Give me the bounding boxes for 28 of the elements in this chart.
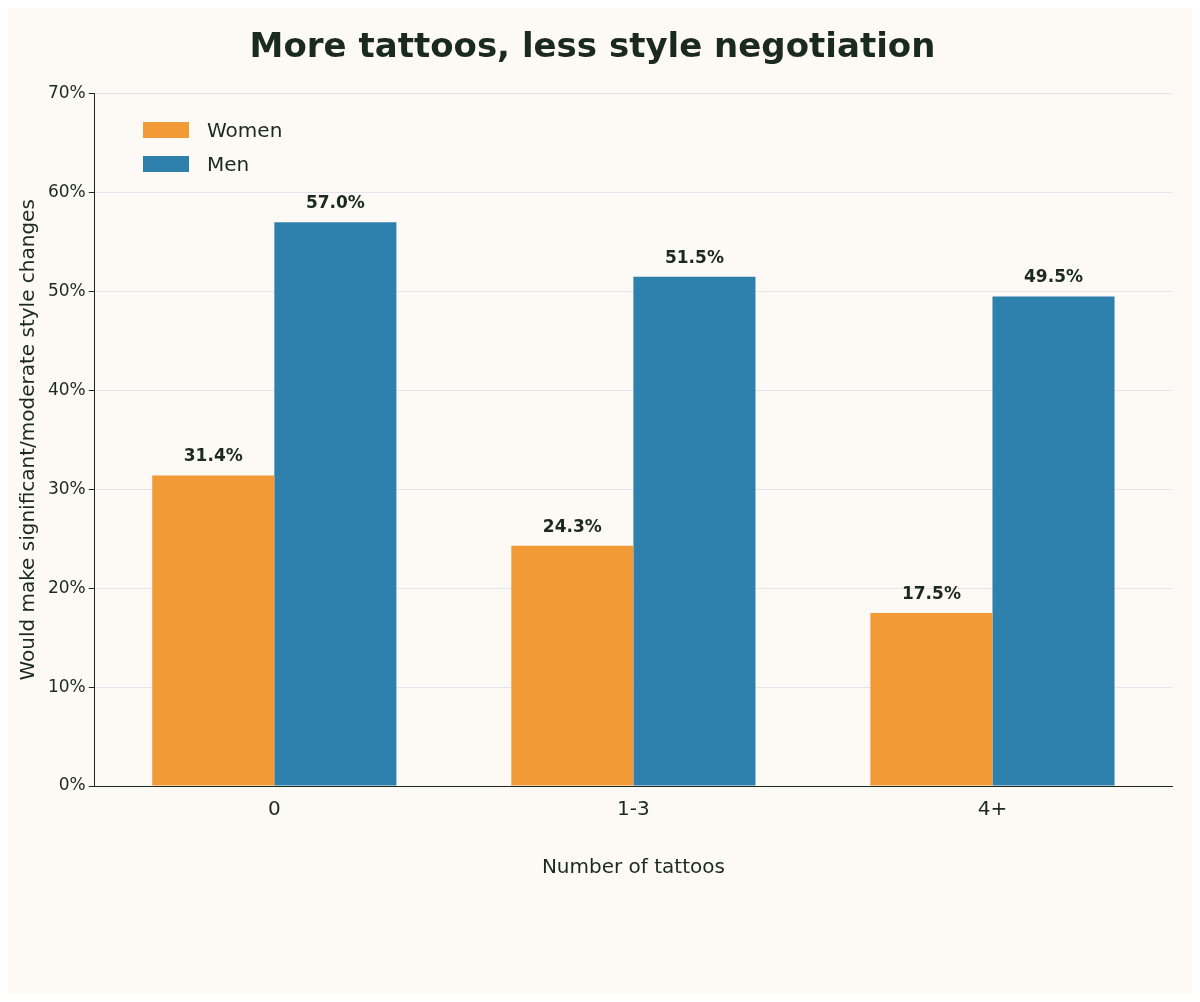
data-label: 31.4% (183, 445, 243, 466)
y-tick-label: 40% (47, 378, 86, 399)
legend-label: Women (207, 118, 283, 142)
bar (633, 276, 756, 786)
y-tick-label: 0% (58, 774, 86, 795)
y-tick-label: 70% (47, 82, 86, 103)
chart-title: More tattoos, less style negotiation (249, 25, 936, 66)
y-tick-label: 30% (47, 477, 86, 498)
y-tick-label: 50% (47, 279, 86, 300)
legend-label: Men (207, 152, 250, 176)
data-label: 49.5% (1024, 266, 1083, 287)
y-tick-label: 20% (47, 576, 86, 597)
bar (152, 475, 275, 786)
data-label: 17.5% (901, 582, 961, 603)
bar (274, 222, 397, 786)
y-axis-title: Would make significant/moderate style changes (15, 199, 40, 681)
x-tick-label: 0 (267, 796, 281, 821)
y-tick-label: 10% (47, 675, 86, 696)
data-label: 57.0% (305, 192, 365, 213)
data-label: 24.3% (542, 515, 602, 536)
x-axis-title: Number of tattoos (541, 854, 725, 879)
bar (870, 612, 993, 786)
y-tick-label: 60% (47, 181, 86, 202)
x-tick-label: 4+ (977, 796, 1008, 821)
bar (511, 545, 634, 786)
data-label: 51.5% (664, 246, 724, 267)
x-tick-label: 1-3 (617, 796, 650, 821)
bar (992, 296, 1115, 786)
